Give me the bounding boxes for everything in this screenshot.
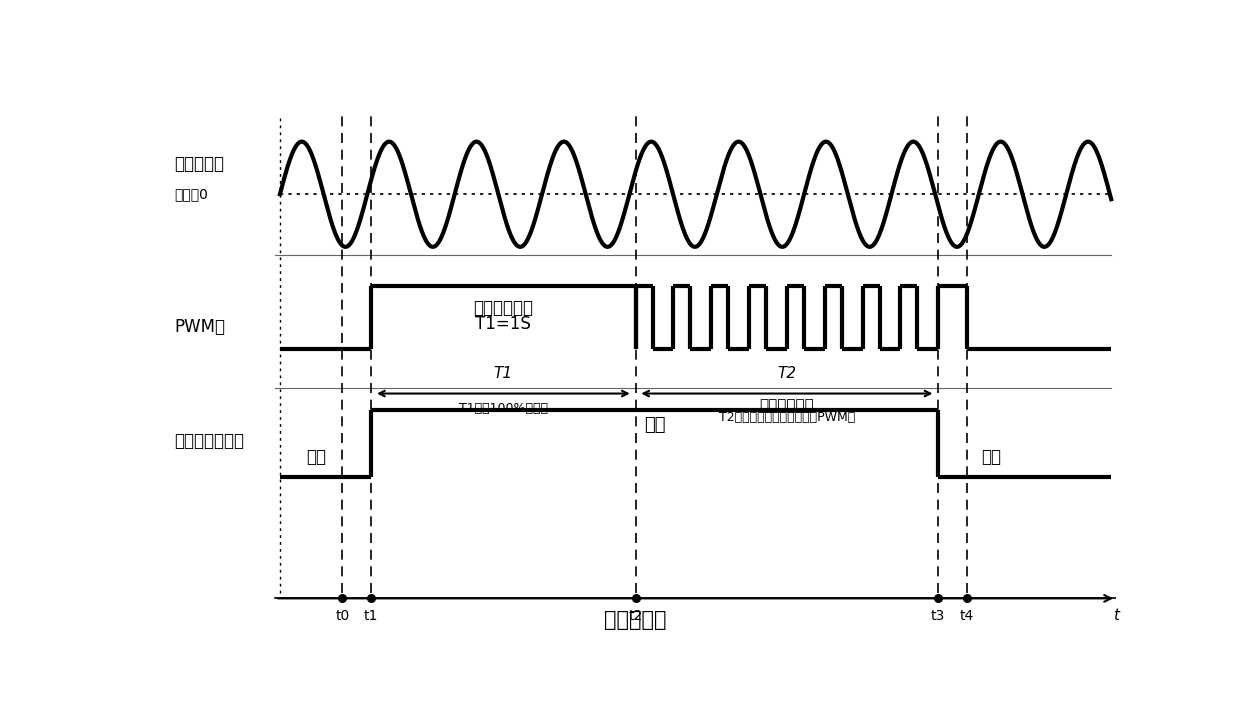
Text: T1: T1 [494,367,513,381]
Text: 断开: 断开 [306,447,326,465]
Text: t: t [1114,608,1118,623]
Text: t1: t1 [365,610,378,623]
Text: 控制时序图: 控制时序图 [604,610,667,630]
Text: 第二控制信号: 第二控制信号 [759,398,815,413]
Text: T2: T2 [777,367,796,381]
Text: T1=1S: T1=1S [475,316,531,334]
Text: 第一控制信号: 第一控制信号 [474,298,533,317]
Text: T1时间100%占空比: T1时间100%占空比 [459,402,548,415]
Text: t4: t4 [960,610,975,623]
Text: T2时间一定频率一定占空比PWM波: T2时间一定频率一定占空比PWM波 [719,411,856,424]
Text: 交流正弦波: 交流正弦波 [174,155,224,173]
Text: 吸合: 吸合 [644,416,666,434]
Text: PWM波: PWM波 [174,318,226,336]
Text: t0: t0 [335,610,350,623]
Text: t2: t2 [629,610,642,623]
Text: 过零点0: 过零点0 [174,187,208,201]
Text: 继电器吸合状态: 继电器吸合状态 [174,431,244,449]
Text: t3: t3 [931,610,945,623]
Text: 断开: 断开 [981,447,1001,465]
